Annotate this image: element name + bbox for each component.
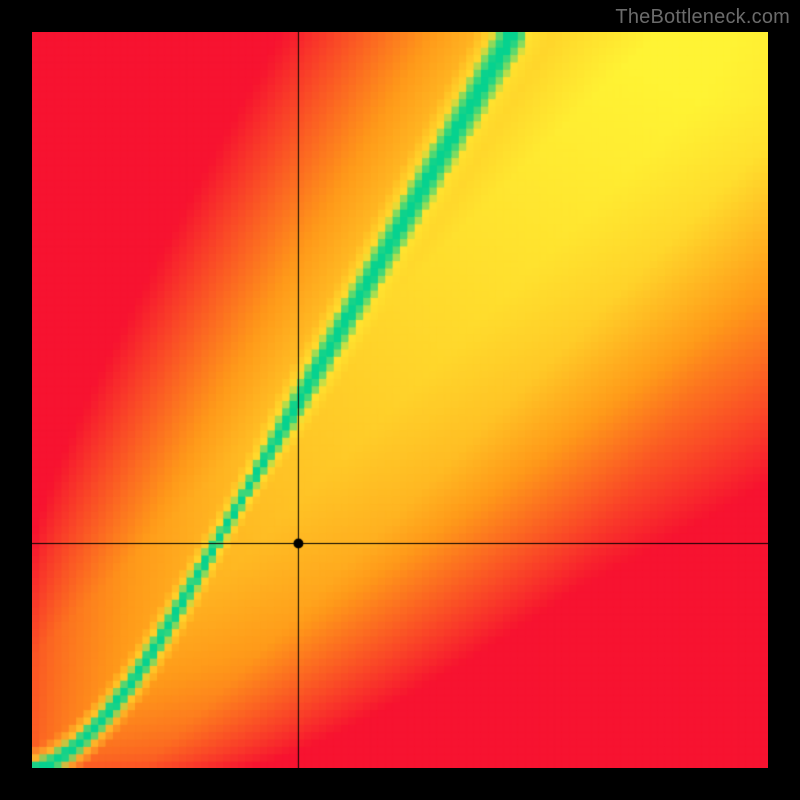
watermark-text: TheBottleneck.com [615, 6, 790, 29]
bottleneck-heatmap-canvas [32, 32, 768, 768]
chart-frame: { "watermark": { "text": "TheBottleneck.… [0, 0, 800, 800]
